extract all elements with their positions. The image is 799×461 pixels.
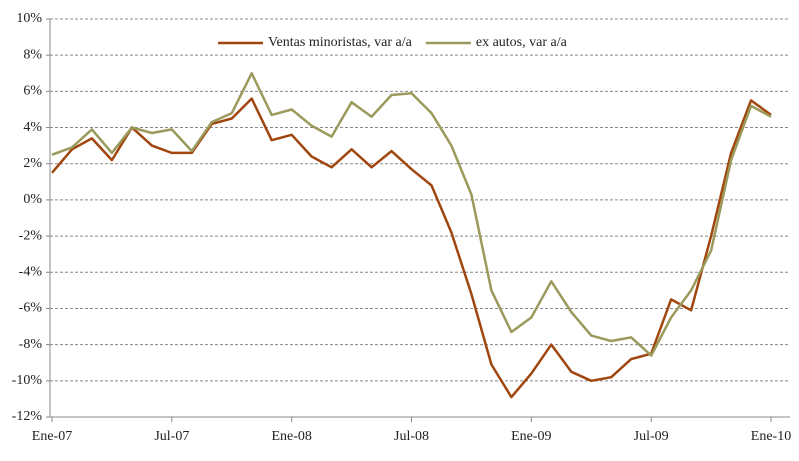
y-tick-label: 10%	[16, 11, 42, 26]
y-tick-label: -6%	[19, 301, 43, 316]
y-tick-label: 0%	[23, 192, 42, 207]
x-tick-label: Jul-07	[154, 429, 189, 444]
x-tick-label: Ene-08	[271, 429, 311, 444]
legend-label: ex autos, var a/a	[476, 35, 568, 50]
series-line	[51, 72, 772, 357]
y-tick-label: -2%	[19, 228, 43, 243]
y-tick-label: 6%	[23, 84, 42, 99]
series-line	[51, 97, 772, 399]
legend-label: Ventas minoristas, var a/a	[268, 35, 413, 50]
x-tick-label: Ene-10	[751, 429, 791, 444]
y-tick-label: -10%	[12, 373, 43, 388]
y-tick-label: -12%	[12, 409, 43, 424]
y-tick-label: -4%	[19, 264, 43, 279]
y-tick-label: 2%	[23, 156, 42, 171]
y-tick-label: 8%	[23, 47, 42, 62]
x-tick-label: Jul-09	[634, 429, 669, 444]
x-tick-label: Ene-07	[32, 429, 72, 444]
x-tick-label: Jul-08	[394, 429, 429, 444]
y-tick-label: 4%	[23, 120, 42, 135]
y-tick-label: -8%	[19, 337, 43, 352]
x-tick-label: Ene-09	[511, 429, 551, 444]
